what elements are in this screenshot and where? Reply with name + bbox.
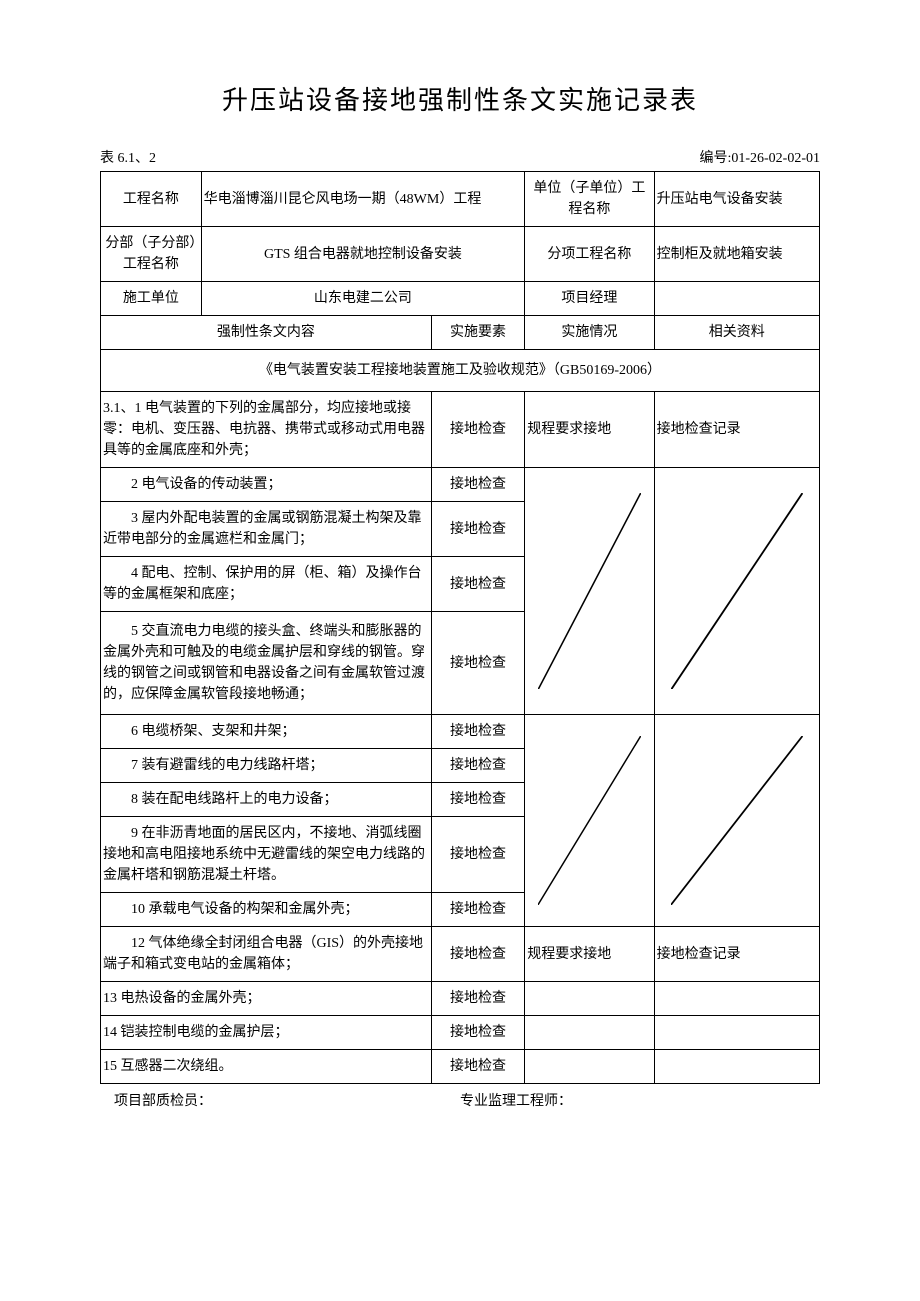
row-1-element: 接地检查 (431, 392, 524, 468)
row-9-element: 接地检查 (431, 817, 524, 893)
value-pm (654, 282, 819, 316)
row-3-element: 接地检查 (431, 502, 524, 557)
value-proj-name: 华电淄博淄川昆仑风电场一期（48WM）工程 (201, 172, 525, 227)
column-header-row: 强制性条文内容 实施要素 实施情况 相关资料 (101, 316, 820, 350)
main-table: 工程名称 华电淄博淄川昆仑风电场一期（48WM）工程 单位（子单位）工程名称 升… (100, 171, 820, 1084)
row-6-content: 6 电缆桥架、支架和井架； (101, 715, 432, 749)
top-meta-row: 表 6.1、2 编号:01-26-02-02-01 (100, 147, 820, 167)
spec-title-row: 《电气装置安装工程接地装置施工及验收规范》（GB50169-2006） (101, 350, 820, 392)
row-4-content: 4 配电、控制、保护用的屏（柜、箱）及操作台等的金属框架和底座； (101, 557, 432, 612)
row-14-ref (654, 1016, 819, 1050)
slash-icon (538, 493, 641, 690)
footer-eng: 专业监理工程师： (460, 1090, 820, 1110)
col-content: 强制性条文内容 (101, 316, 432, 350)
row-2-content: 2 电气设备的传动装置； (101, 468, 432, 502)
header-row-3: 施工单位 山东电建二公司 项目经理 (101, 282, 820, 316)
label-proj-name: 工程名称 (101, 172, 202, 227)
row-13-content: 13 电热设备的金属外壳； (101, 982, 432, 1016)
row-12-ref: 接地检查记录 (654, 927, 819, 982)
row-4-element: 接地检查 (431, 557, 524, 612)
row-1-status: 规程要求接地 (525, 392, 654, 468)
footer-qc: 项目部质检员： (100, 1090, 460, 1110)
row-2-element: 接地检查 (431, 468, 524, 502)
footer-row: 项目部质检员： 专业监理工程师： (100, 1090, 820, 1110)
row-6-element: 接地检查 (431, 715, 524, 749)
value-subitem-name: 控制柜及就地箱安装 (654, 227, 819, 282)
slash-icon (538, 736, 641, 905)
row-15-status (525, 1050, 654, 1084)
row-15-element: 接地检查 (431, 1050, 524, 1084)
row-13-ref (654, 982, 819, 1016)
row-7-element: 接地检查 (431, 749, 524, 783)
row-13-element: 接地检查 (431, 982, 524, 1016)
slash-icon (671, 736, 803, 905)
slash-cell-a2 (654, 468, 819, 715)
row-13-status (525, 982, 654, 1016)
spec-title: 《电气装置安装工程接地装置施工及验收规范》（GB50169-2006） (101, 350, 820, 392)
value-contractor: 山东电建二公司 (201, 282, 525, 316)
label-subitem-name: 分项工程名称 (525, 227, 654, 282)
row-1: 3.1、1 电气装置的下列的金属部分，均应接地或接零：电机、变压器、电抗器、携带… (101, 392, 820, 468)
row-14-status (525, 1016, 654, 1050)
col-element: 实施要素 (431, 316, 524, 350)
header-row-2: 分部（子分部）工程名称 GTS 组合电器就地控制设备安装 分项工程名称 控制柜及… (101, 227, 820, 282)
label-pm: 项目经理 (525, 282, 654, 316)
row-12-content: 12 气体绝缘全封闭组合电器（GIS）的外壳接地端子和箱式变电站的金属箱体； (101, 927, 432, 982)
row-12: 12 气体绝缘全封闭组合电器（GIS）的外壳接地端子和箱式变电站的金属箱体； 接… (101, 927, 820, 982)
table-number: 表 6.1、2 (100, 147, 156, 167)
row-5-element: 接地检查 (431, 612, 524, 715)
row-13: 13 电热设备的金属外壳； 接地检查 (101, 982, 820, 1016)
row-3-content: 3 屋内外配电装置的金属或钢筋混凝土构架及靠近带电部分的金属遮栏和金属门； (101, 502, 432, 557)
col-status: 实施情况 (525, 316, 654, 350)
row-15: 15 互感器二次绕组。 接地检查 (101, 1050, 820, 1084)
row-7-content: 7 装有避雷线的电力线路杆塔； (101, 749, 432, 783)
row-15-ref (654, 1050, 819, 1084)
row-10-content: 10 承载电气设备的构架和金属外壳； (101, 893, 432, 927)
row-10-element: 接地检查 (431, 893, 524, 927)
page-title: 升压站设备接地强制性条文实施记录表 (100, 80, 820, 117)
col-ref: 相关资料 (654, 316, 819, 350)
slash-cell-b1 (525, 715, 654, 927)
row-1-content: 3.1、1 电气装置的下列的金属部分，均应接地或接零：电机、变压器、电抗器、携带… (101, 392, 432, 468)
slash-cell-a1 (525, 468, 654, 715)
row-12-element: 接地检查 (431, 927, 524, 982)
row-9-content: 9 在非沥青地面的居民区内，不接地、消弧线圈接地和高电阻接地系统中无避雷线的架空… (101, 817, 432, 893)
row-6: 6 电缆桥架、支架和井架； 接地检查 (101, 715, 820, 749)
value-sub-name: GTS 组合电器就地控制设备安装 (201, 227, 525, 282)
row-14-element: 接地检查 (431, 1016, 524, 1050)
row-14: 14 铠装控制电缆的金属护层； 接地检查 (101, 1016, 820, 1050)
row-8-element: 接地检查 (431, 783, 524, 817)
row-12-status: 规程要求接地 (525, 927, 654, 982)
row-1-ref: 接地检查记录 (654, 392, 819, 468)
row-2: 2 电气设备的传动装置； 接地检查 (101, 468, 820, 502)
label-unit-name: 单位（子单位）工程名称 (525, 172, 654, 227)
row-5-content: 5 交直流电力电缆的接头盒、终端头和膨胀器的金属外壳和可触及的电缆金属护层和穿线… (101, 612, 432, 715)
label-contractor: 施工单位 (101, 282, 202, 316)
slash-icon (671, 493, 803, 690)
header-row-1: 工程名称 华电淄博淄川昆仑风电场一期（48WM）工程 单位（子单位）工程名称 升… (101, 172, 820, 227)
document-number: 编号:01-26-02-02-01 (699, 147, 820, 167)
row-8-content: 8 装在配电线路杆上的电力设备； (101, 783, 432, 817)
row-15-content: 15 互感器二次绕组。 (101, 1050, 432, 1084)
slash-cell-b2 (654, 715, 819, 927)
value-unit-name: 升压站电气设备安装 (654, 172, 819, 227)
row-14-content: 14 铠装控制电缆的金属护层； (101, 1016, 432, 1050)
label-sub-name: 分部（子分部）工程名称 (101, 227, 202, 282)
